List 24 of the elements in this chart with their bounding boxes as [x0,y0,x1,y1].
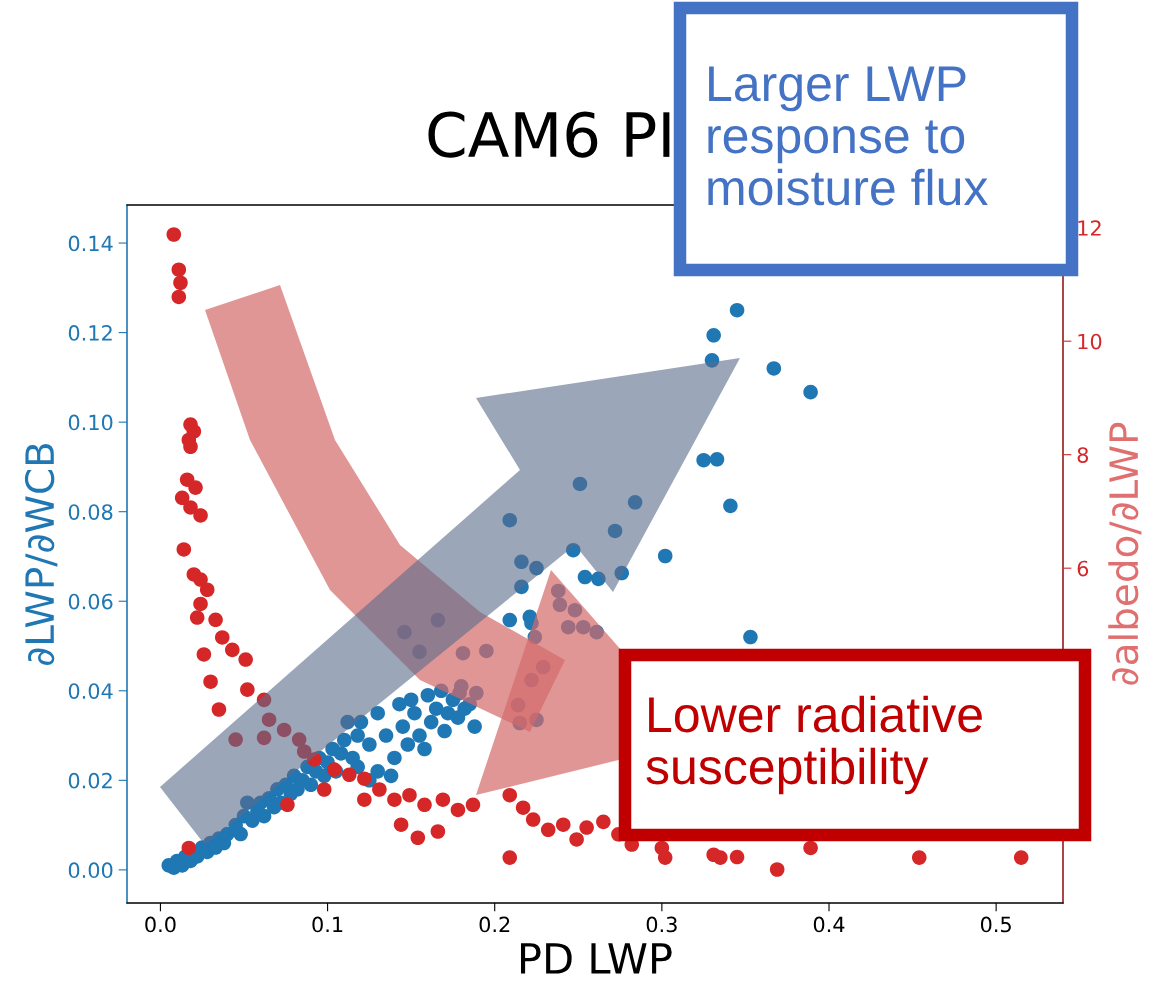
y2-tick-label: 8 [1077,447,1089,463]
x-tick-label: 0.3 [646,916,677,933]
x-tick-label: 0.1 [312,916,343,933]
annotation: Lower radiative susceptibility [646,695,982,795]
y-tick-label: 0.14 [68,235,113,252]
annotation: Larger LWP response to moisture flux [708,66,988,206]
y2-tick-label: 6 [1077,560,1089,577]
y-tick-label: 0.08 [68,504,113,520]
y-tick-label: 0.02 [68,772,112,789]
x-axis-title: PD LWP [521,943,672,974]
x-tick-label: 0.0 [145,916,176,933]
y-tick-label: 0.12 [68,325,112,341]
y-tick-label: 0.00 [68,862,113,879]
y-tick-label: 0.04 [68,683,113,699]
y2-tick-label: 12 [1078,220,1101,236]
chart-title: CAM6 PI [428,111,670,158]
y2-axis-title: ∂albedo/∂LWP [1108,422,1142,685]
x-tick-label: 0.4 [813,916,845,933]
y-tick-label: 0.06 [68,593,113,610]
y2-tick-label: 10 [1078,333,1102,350]
y-axis-title: ∂LWP/∂WCB [24,443,58,666]
x-tick-label: 0.2 [479,916,510,933]
y-tick-label: 0.10 [68,414,113,431]
x-tick-label: 0.5 [980,916,1011,933]
